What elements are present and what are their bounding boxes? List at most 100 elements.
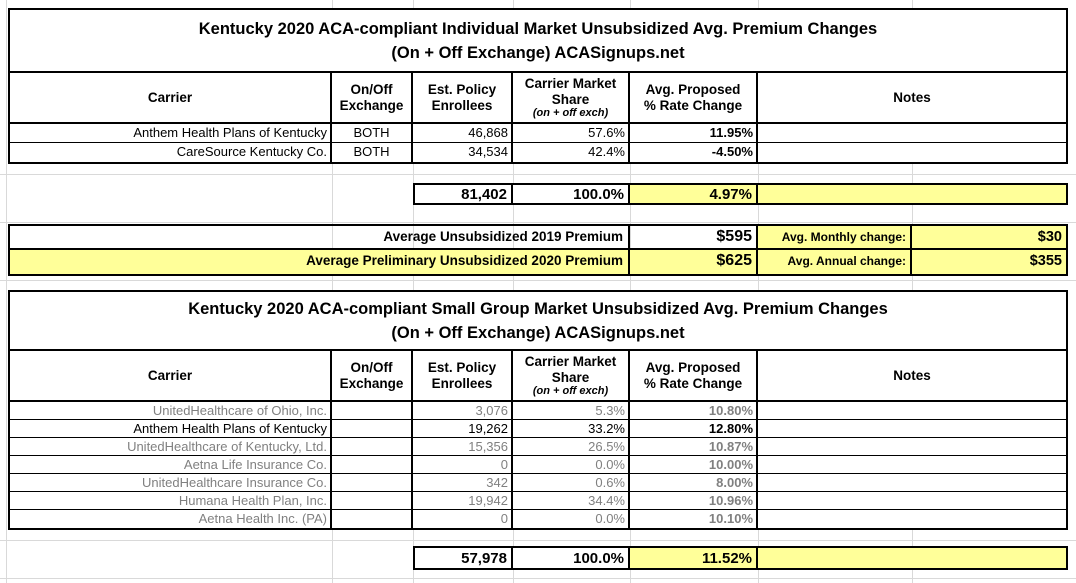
share-cell[interactable]: 0.0% [513,456,630,473]
total-share-cell[interactable]: 100.0% [513,185,630,203]
header-market-share[interactable]: Carrier Market Share (on + off exch) [513,73,630,122]
header-rate-line2: % Rate Change [643,97,743,113]
notes-cell[interactable] [758,456,1066,473]
rate-cell[interactable]: 10.96% [630,492,758,509]
notes-cell[interactable] [758,438,1066,455]
carrier-cell[interactable]: Humana Health Plan, Inc. [10,492,332,509]
exchange-cell[interactable] [332,438,413,455]
notes-cell[interactable] [758,420,1066,437]
rate-cell[interactable]: 10.10% [630,510,758,528]
exchange-cell[interactable] [332,402,413,419]
share-cell[interactable]: 34.4% [513,492,630,509]
total-enrollees-cell[interactable]: 81,402 [415,185,513,203]
premium-2020-value[interactable]: $625 [630,250,758,274]
table-row: Anthem Health Plans of Kentucky 19,262 3… [10,420,1066,438]
enrollees-cell[interactable]: 19,942 [413,492,513,509]
total-notes-cell[interactable] [758,185,1066,203]
enrollees-cell[interactable]: 19,262 [413,420,513,437]
exchange-cell[interactable] [332,456,413,473]
header-exchange[interactable]: On/Off Exchange [332,351,413,400]
share-cell[interactable]: 0.6% [513,474,630,491]
header-enrollees-line1: Est. Policy [427,82,497,97]
header-notes-label: Notes [893,89,931,105]
header-rate-change[interactable]: Avg. Proposed % Rate Change [630,73,758,122]
header-share-line2: Share [551,369,590,385]
notes-cell[interactable] [758,510,1066,528]
enrollees-cell[interactable]: 0 [413,456,513,473]
notes-cell[interactable] [758,474,1066,491]
header-rate-line2: % Rate Change [643,375,743,391]
share-cell[interactable]: 42.4% [513,143,630,162]
total-notes-cell[interactable] [758,548,1066,568]
annual-change-label[interactable]: Avg. Annual change: [758,250,912,274]
exchange-cell[interactable] [332,420,413,437]
individual-market-table: Kentucky 2020 ACA-compliant Individual M… [8,8,1068,164]
rate-cell[interactable]: 8.00% [630,474,758,491]
header-carrier[interactable]: Carrier [10,73,332,122]
total-rate-cell[interactable]: 11.52% [630,548,758,568]
notes-cell[interactable] [758,402,1066,419]
share-cell[interactable]: 33.2% [513,420,630,437]
carrier-cell[interactable]: Aetna Health Inc. (PA) [10,510,332,528]
premium-2020-label[interactable]: Average Preliminary Unsubsidized 2020 Pr… [10,250,630,274]
enrollees-cell[interactable]: 3,076 [413,402,513,419]
rate-cell[interactable]: 10.87% [630,438,758,455]
header-enrollees-line2: Enrollees [431,97,493,113]
header-notes[interactable]: Notes [758,351,1066,400]
header-market-share[interactable]: Carrier Market Share (on + off exch) [513,351,630,400]
gridline [0,280,1076,281]
monthly-change-label[interactable]: Avg. Monthly change: [758,226,912,248]
rate-cell[interactable]: 10.00% [630,456,758,473]
table-row: Aetna Life Insurance Co. 0 0.0% 10.00% [10,456,1066,474]
notes-cell[interactable] [758,492,1066,509]
annual-change-value[interactable]: $355 [912,250,1066,274]
carrier-cell[interactable]: UnitedHealthcare of Kentucky, Ltd. [10,438,332,455]
exchange-cell[interactable] [332,510,413,528]
rate-cell[interactable]: -4.50% [630,143,758,162]
carrier-cell[interactable]: Anthem Health Plans of Kentucky [10,420,332,437]
carrier-cell[interactable]: Aetna Life Insurance Co. [10,456,332,473]
header-exchange[interactable]: On/Off Exchange [332,73,413,122]
header-exchange-line2: Exchange [339,375,404,391]
share-cell[interactable]: 57.6% [513,124,630,142]
carrier-cell[interactable]: UnitedHealthcare Insurance Co. [10,474,332,491]
exchange-cell[interactable] [332,474,413,491]
notes-cell[interactable] [758,124,1066,142]
exchange-cell[interactable] [332,492,413,509]
premium-2019-label[interactable]: Average Unsubsidized 2019 Premium [10,226,630,248]
share-cell[interactable]: 5.3% [513,402,630,419]
total-share-cell[interactable]: 100.0% [513,548,630,568]
table-row: UnitedHealthcare Insurance Co. 342 0.6% … [10,474,1066,492]
gridline [0,222,1076,223]
carrier-cell[interactable]: UnitedHealthcare of Ohio, Inc. [10,402,332,419]
enrollees-cell[interactable]: 46,868 [413,124,513,142]
header-notes[interactable]: Notes [758,73,1066,122]
total-rate-cell[interactable]: 4.97% [630,185,758,203]
title-line1: Kentucky 2020 ACA-compliant Individual M… [198,20,878,38]
total-enrollees-cell[interactable]: 57,978 [415,548,513,568]
premium-2019-value[interactable]: $595 [630,226,758,248]
exchange-cell[interactable]: BOTH [332,124,413,142]
header-share-line1: Carrier Market [524,76,617,91]
enrollees-cell[interactable]: 342 [413,474,513,491]
carrier-cell[interactable]: CareSource Kentucky Co. [10,143,332,162]
enrollees-cell[interactable]: 34,534 [413,143,513,162]
notes-cell[interactable] [758,143,1066,162]
header-enrollees[interactable]: Est. Policy Enrollees [413,351,513,400]
rate-cell[interactable]: 10.80% [630,402,758,419]
share-cell[interactable]: 26.5% [513,438,630,455]
header-share-line1: Carrier Market [524,354,617,369]
rate-cell[interactable]: 11.95% [630,124,758,142]
enrollees-cell[interactable]: 15,356 [413,438,513,455]
exchange-cell[interactable]: BOTH [332,143,413,162]
monthly-change-value[interactable]: $30 [912,226,1066,248]
header-rate-change[interactable]: Avg. Proposed % Rate Change [630,351,758,400]
header-enrollees[interactable]: Est. Policy Enrollees [413,73,513,122]
header-carrier-label: Carrier [147,89,193,105]
rate-cell[interactable]: 12.80% [630,420,758,437]
carrier-cell[interactable]: Anthem Health Plans of Kentucky [10,124,332,142]
header-carrier[interactable]: Carrier [10,351,332,400]
small-group-table-title: Kentucky 2020 ACA-compliant Small Group … [10,292,1066,351]
share-cell[interactable]: 0.0% [513,510,630,528]
enrollees-cell[interactable]: 0 [413,510,513,528]
